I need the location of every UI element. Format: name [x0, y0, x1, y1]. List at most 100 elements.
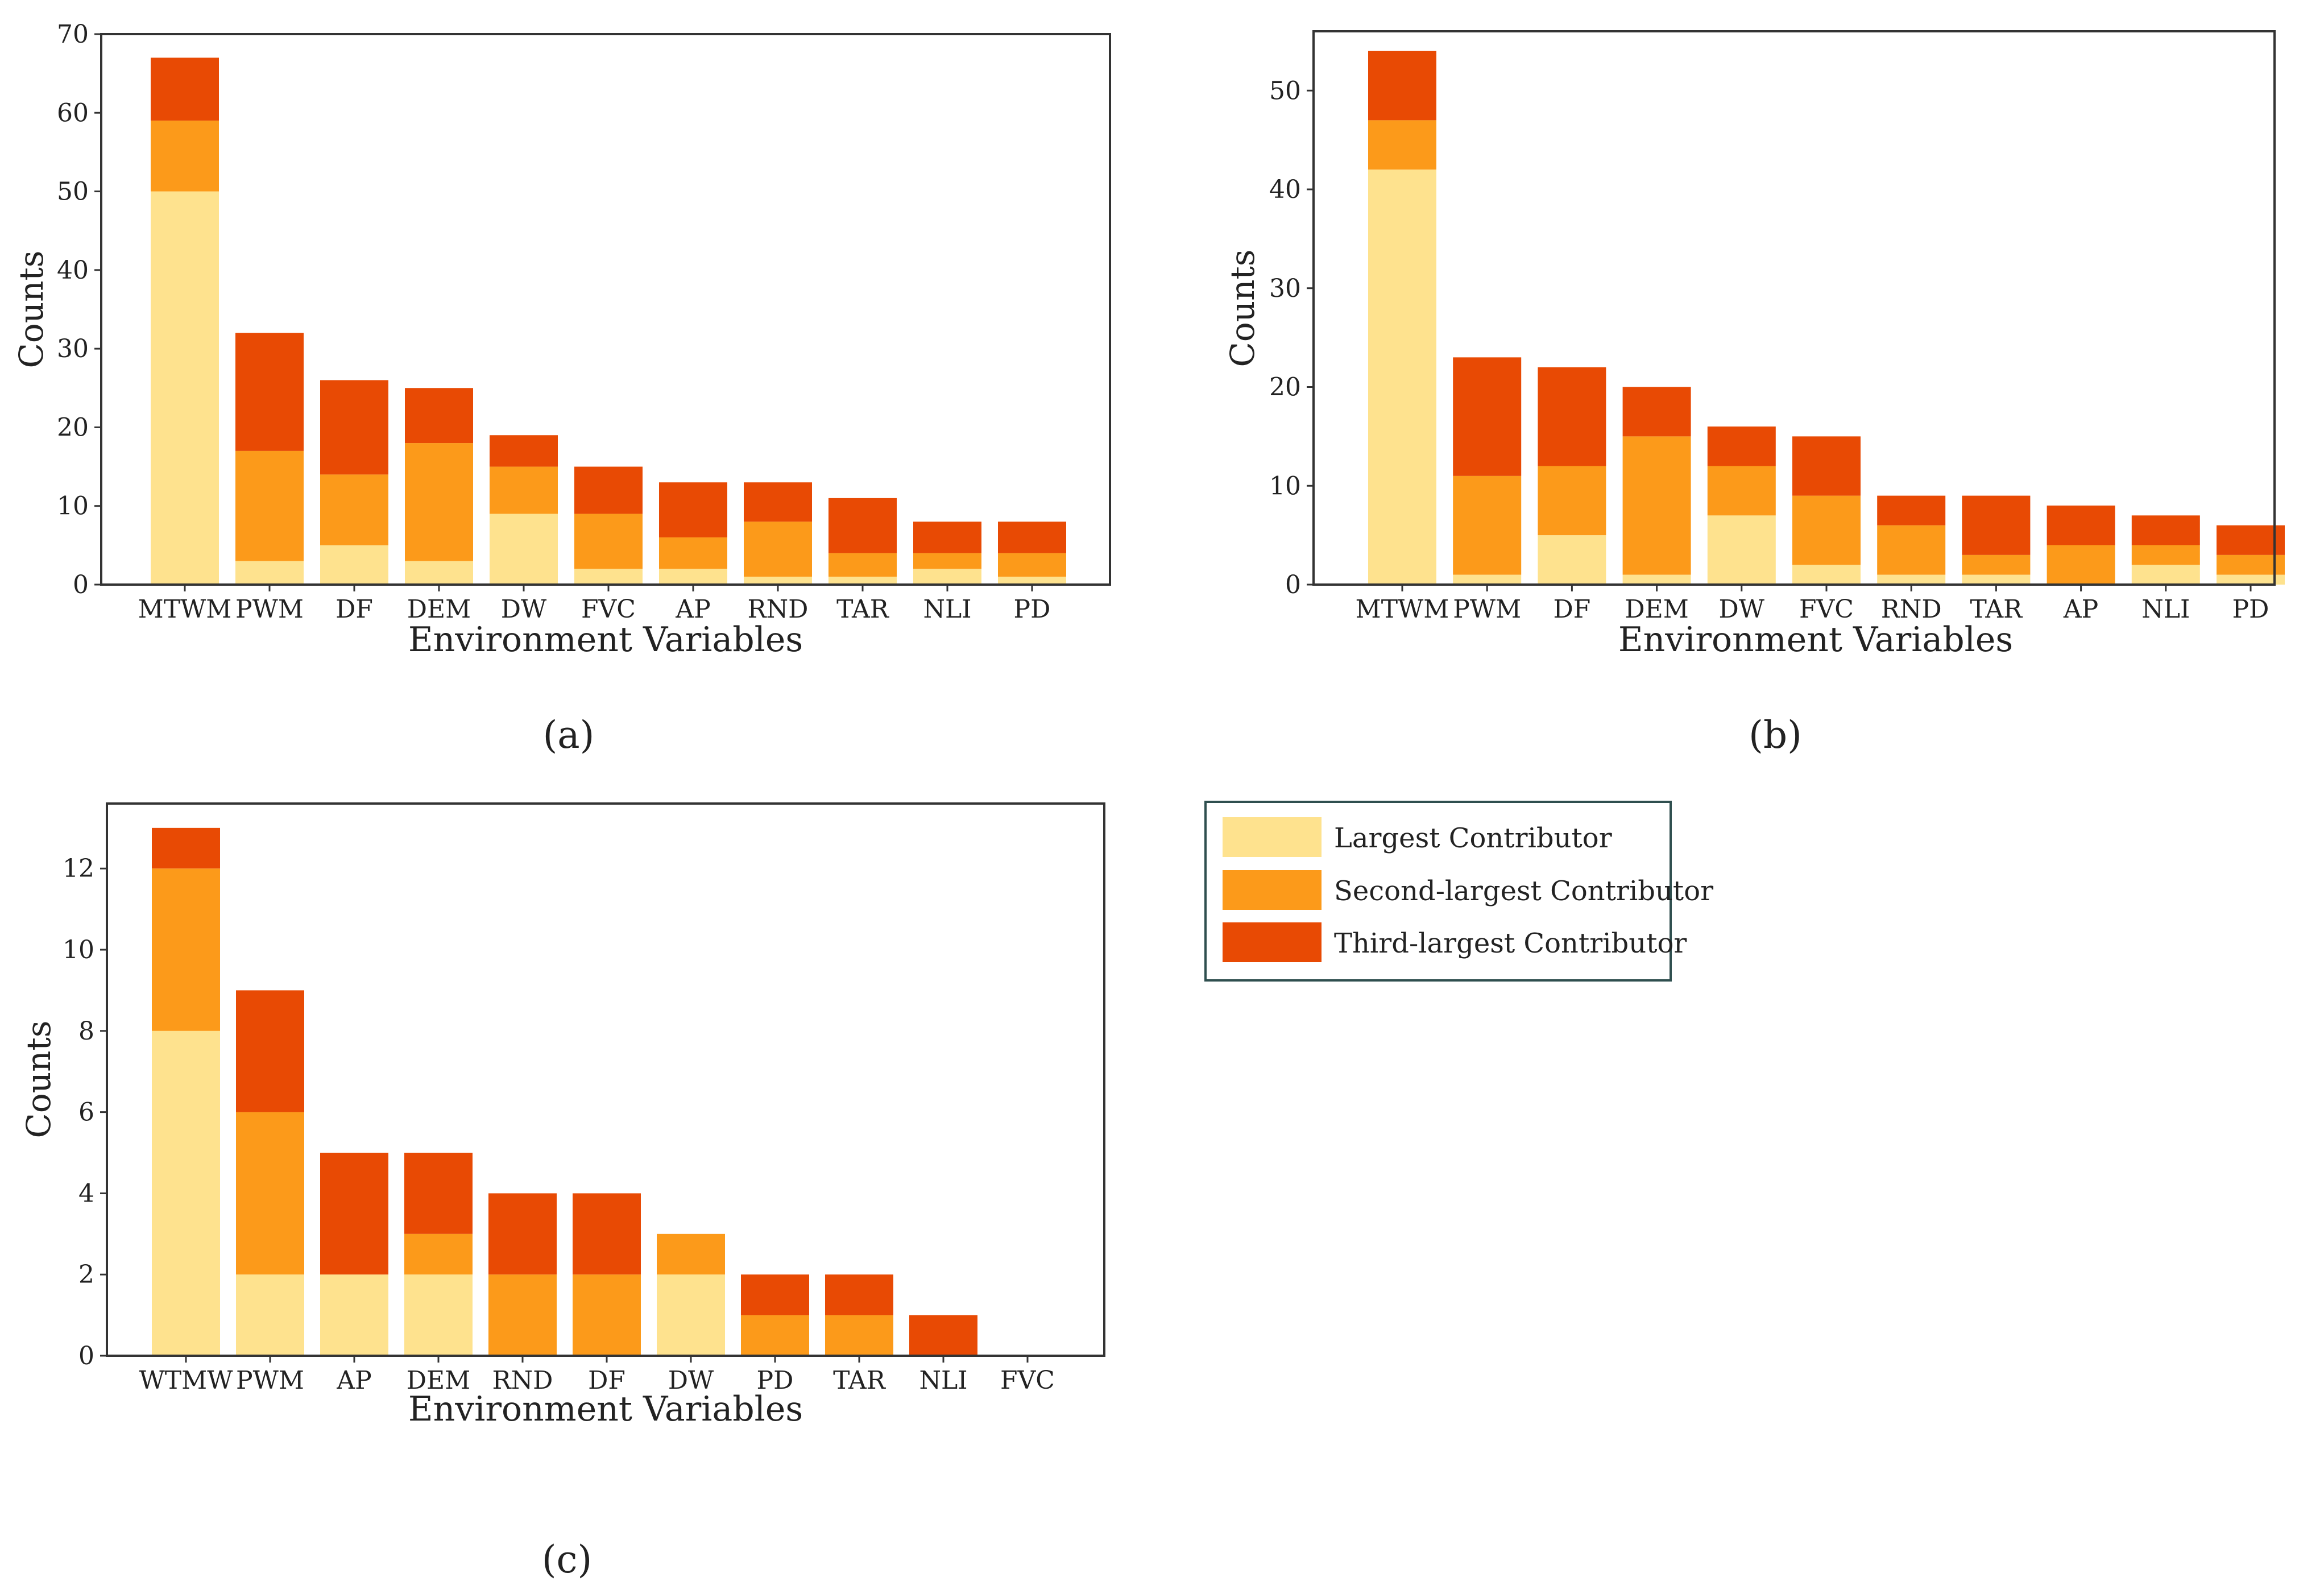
- y-tick-label: 10: [1269, 471, 1301, 500]
- bar-c-tar-third: [825, 1274, 893, 1315]
- legend-label-third: Third-largest Contributor: [1334, 928, 1687, 959]
- bars-c: [152, 827, 977, 1356]
- bar-a-dem-largest: [405, 561, 473, 585]
- bar-b-dw-second: [1707, 466, 1776, 516]
- x-tick-label: WTMW: [139, 1366, 234, 1395]
- bar-c-df-second: [573, 1274, 641, 1356]
- x-ticks-c: WTMW PWM AP DEM RND DF DW PD TAR NLI FVC: [139, 1356, 1055, 1395]
- bar-c-pd-third: [741, 1274, 809, 1315]
- bar-c-pwm-third: [236, 990, 304, 1112]
- bar-b-fvc-second: [1792, 495, 1861, 565]
- y-tick-label: 0: [78, 1342, 94, 1371]
- bar-a-rnd-largest: [744, 577, 812, 585]
- bar-b-dw-largest: [1707, 515, 1776, 585]
- y-tick-label: 50: [57, 177, 89, 206]
- x-tick-label: RND: [1881, 595, 1942, 624]
- y-tick-label: 2: [78, 1260, 94, 1289]
- bar-a-pwm-largest: [235, 561, 304, 585]
- plot-frame-a: [100, 33, 1111, 586]
- x-tick-label: PWM: [235, 595, 304, 624]
- bar-b-pd-largest: [2217, 574, 2285, 585]
- x-tick-label: TAR: [1970, 595, 2023, 624]
- y-ticks-b: 0 10 20 30 40 50: [1269, 76, 1314, 599]
- bar-b-tar-second: [1962, 554, 2031, 575]
- bar-b-tar-third: [1962, 495, 2031, 555]
- bar-c-dw-largest: [657, 1274, 725, 1356]
- bar-b-pwm-largest: [1453, 574, 1522, 585]
- bar-b-nli-third: [2131, 515, 2200, 545]
- x-ticks-a: MTWM PWM DF DEM DW FVC AP RND TAR NLI PD: [138, 585, 1051, 624]
- x-tick-label: DF: [335, 595, 373, 624]
- bar-a-pwm-second: [235, 450, 304, 561]
- x-tick-label: DF: [588, 1366, 625, 1395]
- y-tick-label: 40: [1269, 175, 1301, 204]
- x-tick-label: NLI: [919, 1366, 967, 1395]
- x-tick-label: PD: [757, 1366, 794, 1395]
- bar-c-dem-largest: [404, 1274, 473, 1356]
- bar-c-nli-third: [909, 1315, 977, 1356]
- x-tick-label: DW: [501, 595, 547, 624]
- bar-a-dem-second: [405, 443, 473, 561]
- y-ticks-a: 0 10 20 30 40 50 60 70: [57, 20, 101, 599]
- y-ticks-c: 0 2 4 6 8 10 12: [63, 854, 107, 1371]
- y-tick-label: 30: [57, 334, 89, 363]
- bar-c-wtmw-largest: [152, 1030, 220, 1356]
- bar-a-ap-largest: [659, 569, 727, 585]
- y-tick-label: 40: [57, 256, 89, 285]
- bar-c-wtmw-second: [152, 868, 220, 1031]
- panel-label-c: (c): [542, 1538, 592, 1581]
- bar-a-ap-third: [659, 482, 727, 538]
- x-tick-label: FVC: [1000, 1366, 1055, 1395]
- bar-a-dem-third: [405, 388, 473, 444]
- legend-swatch-second: [1223, 870, 1322, 910]
- bar-b-nli-largest: [2131, 565, 2200, 585]
- bar-b-mtwm-largest: [1368, 169, 1436, 585]
- panel-label-b: (b): [1749, 713, 1802, 757]
- bar-b-pwm-third: [1453, 357, 1522, 476]
- y-tick-label: 0: [73, 570, 89, 599]
- panel-label-a: (a): [543, 713, 595, 757]
- y-axis-label-c: Counts: [19, 1020, 58, 1138]
- y-tick-label: 4: [78, 1179, 94, 1208]
- y-tick-label: 0: [1285, 570, 1301, 599]
- bar-a-ap-second: [659, 537, 727, 569]
- y-tick-label: 50: [1269, 76, 1301, 105]
- bar-b-ap-second: [2047, 545, 2115, 585]
- bars-b: [1368, 51, 2285, 585]
- x-tick-label: PD: [1014, 595, 1051, 624]
- y-tick-label: 12: [63, 854, 94, 883]
- y-tick-label: 30: [1269, 274, 1301, 303]
- bar-c-dem-second: [404, 1233, 473, 1275]
- x-tick-label: FVC: [581, 595, 636, 624]
- x-axis-label-c: Environment Variables: [408, 1389, 803, 1429]
- bar-b-rnd-second: [1877, 525, 1946, 575]
- plot-frame-c: [106, 802, 1105, 1357]
- bar-a-df-second: [320, 474, 388, 545]
- bar-a-pd-second: [998, 553, 1066, 577]
- bar-b-df-third: [1538, 367, 1606, 466]
- bar-b-df-second: [1538, 466, 1606, 536]
- bar-b-fvc-largest: [1792, 565, 1861, 585]
- bar-a-mtwm-third: [151, 57, 219, 121]
- y-tick-label: 70: [57, 20, 89, 49]
- bar-b-fvc-third: [1792, 436, 1861, 496]
- x-tick-label: TAR: [833, 1366, 886, 1395]
- x-axis-label-a: Environment Variables: [408, 620, 803, 660]
- x-tick-label: AP: [336, 1366, 371, 1395]
- x-ticks-b: MTWM PWM DF DEM DW FVC RND TAR AP NLI PD: [1356, 585, 2269, 624]
- y-tick-label: 10: [63, 935, 94, 964]
- bar-b-pwm-second: [1453, 475, 1522, 575]
- bar-a-nli-third: [913, 521, 981, 553]
- bar-a-mtwm-largest: [151, 191, 219, 585]
- x-tick-label: DW: [1719, 595, 1765, 624]
- x-tick-label: AP: [2063, 595, 2098, 624]
- x-tick-label: PWM: [1453, 595, 1521, 624]
- x-tick-label: DW: [668, 1366, 714, 1395]
- bar-b-dem-third: [1622, 387, 1691, 437]
- bar-b-nli-second: [2131, 545, 2200, 565]
- bar-c-rnd-third: [488, 1193, 557, 1275]
- x-tick-label: DEM: [407, 1366, 470, 1395]
- bar-a-nli-largest: [913, 569, 981, 585]
- bar-a-pd-third: [998, 521, 1066, 553]
- bar-a-mtwm-second: [151, 121, 219, 192]
